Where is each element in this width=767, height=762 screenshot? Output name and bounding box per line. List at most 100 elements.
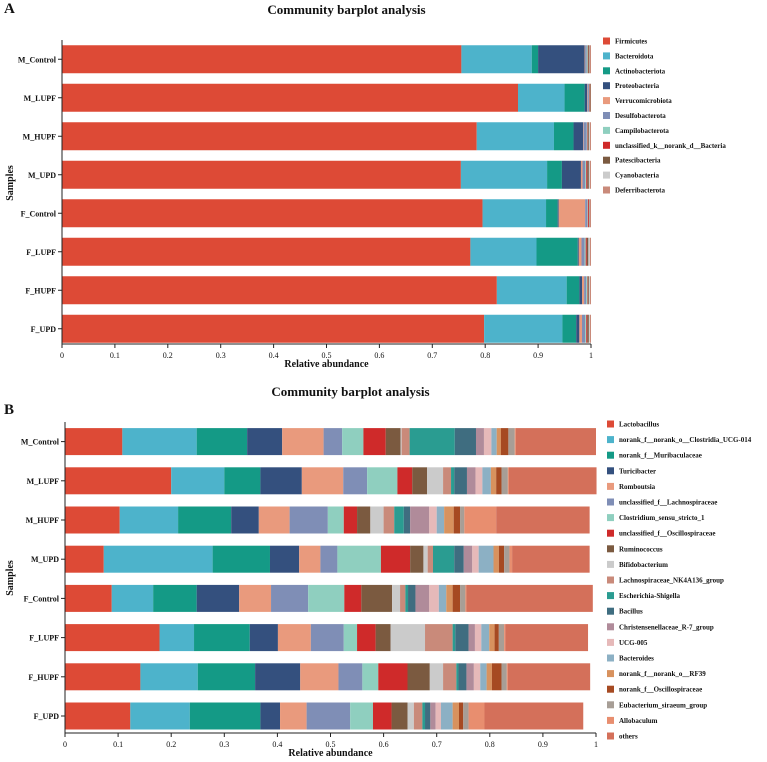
bar-segment-B-F_HUPF-16 — [486, 663, 492, 691]
bar-segment-A-M_HUPF-3 — [573, 122, 584, 151]
bar-segment-A-F_HUPF-4 — [582, 276, 585, 305]
bar-segment-B-M_LUPF-4 — [301, 467, 344, 495]
bar-segment-A-F_LUPF-2 — [536, 237, 578, 266]
legend-label-A-9: Cyanobacteria — [615, 172, 659, 180]
bar-segment-B-M_HUPF-10 — [383, 506, 395, 534]
bar-segment-B-F_UPD-0 — [65, 702, 131, 730]
legend-label-A-3: Proteobacteria — [615, 82, 660, 90]
bar-segment-B-M_UPD-2 — [212, 545, 270, 573]
legend-label-B-5: unclassified_f__Lachnospiraceae — [619, 499, 717, 507]
bar-segment-A-M_UPD-1 — [460, 160, 548, 189]
bar-segment-B-F_HUPF-18 — [501, 663, 507, 691]
bar-segment-A-M_Control-1 — [461, 45, 532, 74]
bar-segment-B-F_UPD-15 — [440, 702, 453, 730]
bar-segment-B-F_Control-2 — [153, 584, 197, 612]
bar-segment-B-M_HUPF-9 — [370, 506, 384, 534]
legend-label-B-11: Escherichia-Shigella — [619, 592, 681, 600]
legend-label-B-15: Bacteroides — [619, 655, 654, 663]
bar-segment-A-F_LUPF-0 — [62, 237, 471, 266]
bar-segment-A-M_UPD-8 — [587, 160, 589, 189]
bar-segment-B-F_UPD-1 — [130, 702, 190, 730]
legend-label-A-10: Deferribacterota — [615, 187, 666, 195]
legend-label-B-1: norank_f__norank_o__Clostridia_UCG-014 — [619, 436, 752, 444]
panel-letter-A: A — [4, 1, 15, 17]
bar-segment-B-F_LUPF-10 — [425, 624, 453, 652]
legend-label-A-0: Firmicutes — [615, 38, 648, 46]
bar-segment-A-F_UPD-9 — [588, 314, 590, 343]
bar-segment-A-F_Control-7 — [587, 199, 589, 228]
bar-segment-B-M_HUPF-8 — [357, 506, 371, 534]
bar-segment-A-M_UPD-2 — [547, 160, 562, 189]
bar-segment-A-F_UPD-6 — [585, 314, 587, 343]
bar-segment-A-M_LUPF-4 — [587, 83, 588, 112]
bar-segment-B-F_UPD-20 — [484, 702, 584, 730]
bar-segment-A-M_HUPF-2 — [553, 122, 574, 151]
category-label-A-M_LUPF: M_LUPF — [24, 94, 57, 103]
bar-segment-B-F_UPD-3 — [260, 702, 281, 730]
legend-swatch-B-19 — [607, 716, 614, 724]
legend-swatch-B-11 — [607, 592, 614, 600]
bar-segment-B-M_UPD-14 — [472, 545, 479, 573]
bar-segment-A-M_HUPF-5 — [583, 122, 587, 151]
bar-segment-B-F_Control-13 — [415, 584, 430, 612]
x-tick-label-B-3: 0.3 — [219, 740, 229, 749]
legend-label-A-7: unclassified_k__norank_d__Bacteria — [615, 142, 726, 150]
bar-segment-B-M_UPD-4 — [299, 545, 321, 573]
x-tick-label-B-1: 0.1 — [113, 740, 123, 749]
legend-swatch-A-3 — [603, 82, 610, 90]
legend-label-B-7: unclassified_f__Oscillospiraceae — [619, 530, 715, 538]
bar-segment-B-F_Control-1 — [111, 584, 154, 612]
bar-segment-B-M_UPD-7 — [380, 545, 411, 573]
legend-label-B-18: Eubacterium_siraeum_group — [619, 701, 707, 709]
panel-letter-B: B — [4, 402, 14, 418]
bar-segment-B-M_Control-14 — [483, 428, 492, 456]
bar-segment-A-M_UPD-0 — [62, 160, 461, 189]
bar-segment-B-F_LUPF-6 — [343, 624, 358, 652]
bar-segment-B-F_LUPF-2 — [194, 624, 250, 652]
bar-segment-A-M_LUPF-10 — [590, 83, 591, 112]
bar-segment-B-F_Control-7 — [344, 584, 362, 612]
bar-segment-B-M_HUPF-5 — [289, 506, 328, 534]
legend-label-A-5: Desulfobacterota — [615, 112, 666, 120]
category-label-A-F_HUPF: F_HUPF — [25, 286, 56, 295]
category-label-A-M_UPD: M_UPD — [28, 171, 56, 180]
x-axis-label-B: Relative abundance — [288, 748, 373, 759]
bar-segment-A-F_HUPF-10 — [589, 276, 591, 305]
x-tick-label-A-3: 0.3 — [216, 351, 226, 360]
bar-segment-A-M_UPD-7 — [586, 160, 588, 189]
bar-segment-B-M_LUPF-2 — [224, 467, 261, 495]
bar-segment-A-M_Control-5 — [585, 45, 587, 74]
bar-segment-B-F_HUPF-19 — [506, 663, 508, 691]
bar-segment-A-F_Control-3 — [557, 199, 559, 228]
x-tick-label-B-8: 0.8 — [485, 740, 495, 749]
bar-segment-B-M_HUPF-1 — [119, 506, 179, 534]
bar-segment-B-M_Control-0 — [65, 428, 123, 456]
legend-swatch-B-20 — [607, 732, 614, 740]
bar-segment-B-M_LUPF-5 — [343, 467, 368, 495]
x-axis-label-A: Relative abundance — [284, 359, 369, 370]
bar-segment-B-F_UPD-11 — [422, 702, 426, 730]
bar-segment-B-M_UPD-15 — [478, 545, 494, 573]
legend-swatch-B-7 — [607, 529, 614, 537]
bar-segment-B-F_HUPF-6 — [362, 663, 379, 691]
bar-segment-A-F_LUPF-3 — [577, 237, 579, 266]
bar-segment-B-F_Control-17 — [452, 584, 461, 612]
bar-segment-B-F_UPD-17 — [459, 702, 464, 730]
bar-segment-A-F_Control-5 — [585, 199, 588, 228]
x-tick-label-A-9: 0.9 — [533, 351, 543, 360]
legend-label-B-8: Ruminococcus — [619, 545, 663, 553]
legend-swatch-B-0 — [607, 420, 614, 428]
bar-segment-B-F_UPD-4 — [280, 702, 307, 730]
bar-segment-B-M_Control-6 — [342, 428, 364, 456]
bar-segment-B-M_UPD-0 — [65, 545, 104, 573]
bar-segment-B-F_HUPF-20 — [507, 663, 591, 691]
x-tick-label-A-10: 1 — [589, 351, 593, 360]
bar-segment-B-F_Control-0 — [65, 584, 112, 612]
bar-segment-B-F_LUPF-0 — [65, 624, 160, 652]
bar-segment-B-F_UPD-8 — [391, 702, 408, 730]
bar-segment-B-F_LUPF-16 — [489, 624, 495, 652]
legend-swatch-A-9 — [603, 171, 610, 179]
bar-segment-B-F_Control-14 — [429, 584, 439, 612]
bar-segment-B-M_LUPF-14 — [475, 467, 483, 495]
legend-label-B-12: Bacillus — [619, 608, 643, 616]
